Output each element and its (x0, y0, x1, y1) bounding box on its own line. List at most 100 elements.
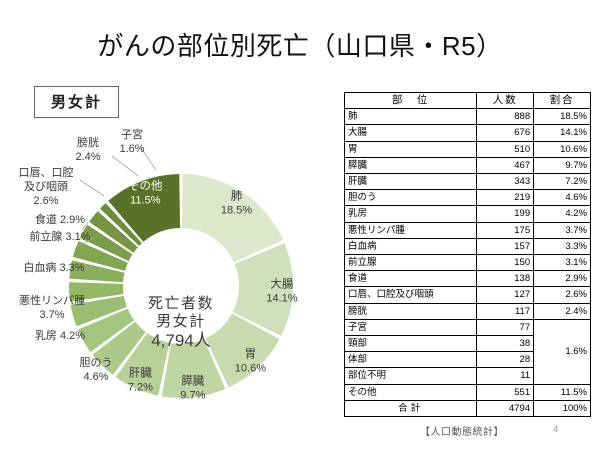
footer-source-note: 【人口動態統計】 (420, 427, 504, 438)
cell-count: 510 (476, 140, 535, 158)
cell-site: その他 (343, 383, 478, 401)
slice-label-outside: 4.6% (83, 371, 108, 383)
table-row-other: その他 551 11.5% (343, 383, 591, 401)
donut-slice-labels: 肺 18.5% 大腸 14.1% 胃 10.6% 膵臓 9.7% 肝臓 7.2% 胆のう 4.6% 乳房… (19, 127, 298, 401)
slice-label-pct: 11.5% (130, 195, 161, 207)
slice-label-outside: 3.7% (39, 309, 64, 321)
slice-label-outside: 及び咽頭 (24, 180, 68, 193)
column-header-site: 部 位 (343, 91, 478, 110)
donut-slice (77, 308, 135, 352)
slice-leader-line (81, 221, 89, 231)
donut-slice (232, 243, 294, 337)
cell-site: 肝臓 (343, 173, 478, 191)
cell-count: 467 (476, 156, 535, 175)
cell-pct: 11.5% (533, 383, 591, 401)
cell-pct: 7.2% (533, 173, 591, 191)
cell-count: 77 (476, 318, 535, 337)
cell-pct: 18.5% (533, 108, 591, 126)
cancer-statistics-table: 部 位 人数 割合 肺 888 18.5% 大腸 676 14.1% 胃 510 10.6% 膵臓… (343, 91, 591, 418)
cell-count: 150 (476, 254, 535, 272)
slice-label-outside: 胆のう (80, 356, 113, 369)
cell-subcount: 28 (476, 351, 535, 369)
table-body: 肺 888 18.5% 大腸 676 14.1% 胃 510 10.6% 膵臓 467 9.7% 肝臓 3… (343, 108, 591, 418)
donut-slice (72, 241, 128, 271)
table-row: 胆のう 219 4.6% (343, 189, 591, 207)
column-header-pct: 割合 (533, 91, 591, 110)
slice-label-pct: 7.2% (128, 381, 153, 393)
cell-pct: 4.2% (533, 205, 591, 223)
donut-slice (108, 174, 181, 242)
cell-pct: 2.4% (533, 302, 591, 320)
donut-slice (115, 333, 170, 396)
table-subrow-uterus: 頸部 38 (343, 335, 591, 353)
slice-label-outside: 2.6% (33, 195, 58, 207)
cell-total-pct: 100% (533, 399, 591, 418)
donut-leader-lines (74, 147, 157, 271)
donut-slice-group (69, 174, 294, 398)
cell-count: 199 (476, 205, 535, 223)
cell-site: 胃 (343, 140, 478, 158)
cell-count: 219 (476, 189, 535, 207)
slice-label-pct: 9.7% (180, 389, 205, 401)
slice-label-outside: 口唇、口腔 (19, 165, 74, 179)
cell-pct: 3.7% (533, 221, 591, 239)
donut-center-line1: 死亡者数 (148, 295, 214, 312)
cell-subsite: 頸部 (343, 335, 478, 353)
donut-slice (161, 339, 226, 398)
table-row: 食道 138 2.9% (343, 270, 591, 288)
donut-slice (89, 211, 138, 253)
cell-site: 子宮 (343, 318, 478, 337)
cell-site: 大腸 (343, 124, 478, 142)
cell-count: 157 (476, 237, 535, 256)
slice-label-name: その他 (128, 180, 163, 193)
page-title: がんの部位別死亡（山口県・R5） (97, 31, 503, 61)
cell-pct-merged: 1.6% (533, 318, 591, 385)
cell-site: 肺 (343, 108, 478, 126)
donut-center-line2: 男女計 (156, 312, 206, 330)
donut-slice (100, 203, 142, 246)
cell-pct: 2.6% (533, 286, 591, 304)
slice-label-outside: 前立腺 3.1% (29, 229, 90, 243)
donut-slice (205, 313, 280, 388)
donut-slice (181, 174, 284, 263)
cell-site: 口唇、口腔及び咽頭 (343, 286, 478, 304)
slice-label-name: 肝臓 (129, 366, 152, 379)
table-row: 胃 510 10.6% (343, 140, 591, 158)
page-number: 4 (553, 424, 559, 434)
slice-label-outside: 子宮 (121, 127, 143, 141)
cell-count: 127 (476, 286, 535, 304)
slice-label-pct: 10.6% (235, 362, 266, 374)
cell-pct: 3.1% (533, 254, 591, 272)
cell-subcount: 11 (476, 367, 535, 385)
cell-count: 676 (476, 124, 535, 142)
cell-total-label: 合計 (343, 399, 478, 418)
cell-count: 117 (476, 302, 535, 320)
donut-slice (92, 321, 146, 375)
cell-pct: 2.9% (533, 270, 591, 288)
cancer-site-donut-chart: 肺 18.5% 大腸 14.1% 胃 10.6% 膵臓 9.7% 肝臓 7.2% 胆のう 4.6% 乳房… (8, 118, 338, 408)
slice-label-pct: 14.1% (266, 293, 297, 305)
table-row-total: 合計 4794 100% (343, 399, 591, 418)
slice-label-outside: 食道 2.9% (35, 212, 85, 226)
cell-count: 138 (476, 270, 535, 288)
slice-label-outside: 1.6% (119, 143, 144, 155)
cell-site: 胆のう (343, 189, 478, 207)
slice-label-outside: 膀胱 (77, 135, 99, 149)
cell-site: 悪性リンパ腫 (343, 221, 478, 239)
slice-label-name: 膵臓 (181, 374, 204, 387)
table-row: 膵臓 467 9.7% (343, 156, 591, 175)
cell-subsite: 部位不明 (343, 367, 478, 385)
table-header-row: 部 位 人数 割合 (343, 91, 591, 110)
donut-center-line3: 4,794人 (151, 331, 211, 350)
slice-label-outside: 白血病 3.3% (23, 260, 84, 274)
slice-label-pct: 18.5% (221, 205, 252, 217)
cell-count: 175 (476, 221, 535, 239)
slice-leader-line (77, 237, 95, 247)
table-row: 乳房 199 4.2% (343, 205, 591, 223)
table-row: 肝臓 343 7.2% (343, 173, 591, 191)
slice-leader-line (140, 147, 157, 171)
donut-hole (124, 229, 238, 343)
sex-legend-box: 男女計 (34, 86, 120, 118)
slice-leader-line (74, 267, 89, 271)
slice-label-name: 大腸 (270, 277, 293, 291)
